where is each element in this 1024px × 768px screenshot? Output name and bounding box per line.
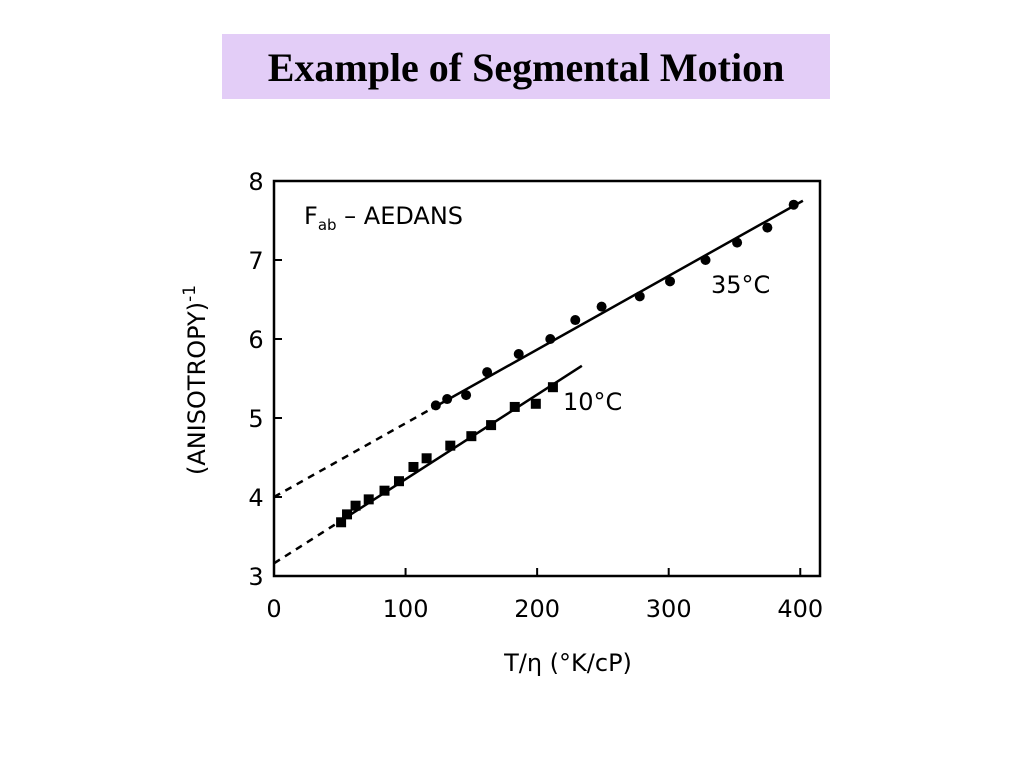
point (665, 276, 676, 287)
point (421, 453, 432, 464)
y-tick-label: 7 (248, 247, 263, 275)
annotation-text: F (304, 202, 318, 230)
point (486, 420, 497, 431)
x-tick-label: 300 (646, 595, 692, 623)
x-tick-label: 400 (777, 595, 823, 623)
point (762, 222, 773, 233)
y-tick-label: 5 (248, 405, 263, 433)
y-axis-label: (ANISOTROPY)-1 (180, 285, 211, 475)
point (545, 334, 556, 344)
point (732, 237, 743, 248)
point (336, 517, 347, 528)
fit-line (431, 199, 804, 410)
point (513, 349, 524, 360)
plot-frame (272, 179, 822, 578)
point (363, 494, 374, 505)
series-label: 35°C (711, 271, 770, 299)
point (442, 394, 453, 405)
point (530, 398, 541, 409)
point (430, 400, 441, 411)
point (509, 401, 520, 412)
annotation-rest: – AEDANS (337, 202, 464, 230)
point (466, 431, 477, 442)
annotation: Fab – AEDANS (304, 202, 463, 234)
point (547, 382, 558, 393)
y-tick-label: 6 (248, 326, 263, 354)
y-axis-label-text: (ANISOTROPY) (183, 302, 211, 475)
point (570, 315, 581, 326)
point (596, 301, 607, 312)
point (445, 440, 456, 451)
point (461, 390, 472, 401)
y-tick-label: 3 (248, 563, 263, 591)
point (408, 461, 419, 472)
point (379, 485, 390, 496)
x-tick-label: 100 (383, 595, 429, 623)
point (342, 509, 353, 520)
y-tick-label: 4 (248, 484, 263, 512)
point (482, 367, 493, 378)
x-axis-label: T/η (°K/cP) (503, 649, 632, 677)
annotation-sub: ab (318, 216, 337, 234)
title-box (222, 34, 830, 99)
x-tick-label: 200 (514, 595, 560, 623)
fit-line-dashed (273, 520, 341, 565)
y-axis-label-sup: -1 (180, 285, 200, 302)
point (393, 476, 404, 487)
point (350, 500, 361, 511)
point (788, 199, 799, 210)
point (700, 255, 711, 265)
fit-line-dashed (273, 407, 433, 499)
series-label: 10°C (563, 388, 622, 416)
fit-line (339, 364, 583, 523)
x-tick-label: 0 (266, 595, 281, 623)
y-tick-label: 8 (248, 168, 263, 196)
chart-title: Example of Segmental Motion (268, 45, 785, 90)
point (634, 291, 645, 302)
